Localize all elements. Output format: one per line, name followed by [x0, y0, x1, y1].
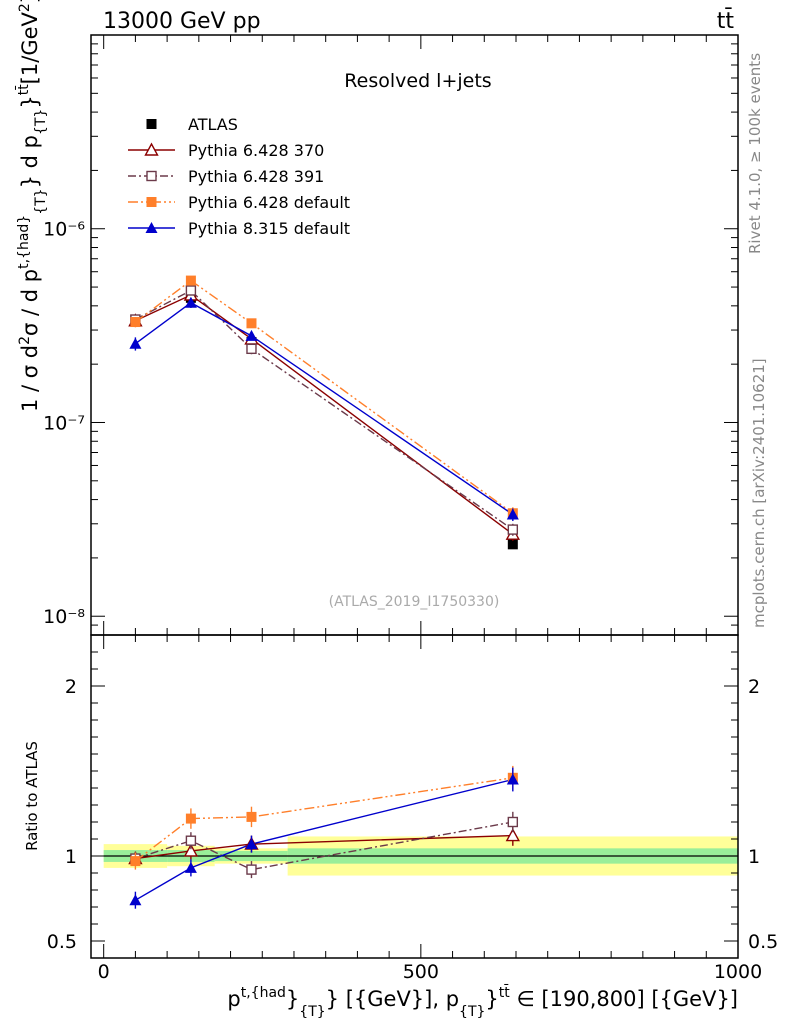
header-right: tt̄	[717, 8, 735, 34]
legend-label: Pythia 6.428 370	[188, 141, 324, 160]
ratio-point	[245, 838, 258, 850]
legend-marker	[146, 197, 157, 207]
y-tick-label: 10⁻⁷	[43, 412, 85, 434]
ratio-panel: 0.5 0.5 1 1 2 2 0 500 1000	[47, 634, 778, 983]
ratio-y-tick-label-right: 2	[748, 676, 760, 698]
legend-marker	[146, 170, 157, 182]
legend-label: Pythia 6.428 default	[188, 193, 350, 212]
ratio-point	[183, 843, 199, 857]
legend-marker	[145, 222, 158, 233]
ratio-y-tick-label: 2	[65, 676, 77, 698]
ratio-point	[185, 835, 197, 846]
ratio-y-tick-label: 0.5	[47, 931, 77, 953]
analysis-watermark: (ATLAS_2019_I1750330)	[329, 594, 500, 610]
data-point	[185, 275, 196, 286]
x-tick-label: 0	[98, 961, 110, 983]
ratio-y-tick-label: 1	[65, 846, 77, 868]
mcplots-label: mcplots.cern.ch [arXiv:2401.10621]	[750, 358, 768, 628]
series-line	[135, 289, 514, 531]
series-line	[135, 294, 514, 535]
ratio-point	[506, 773, 519, 785]
main-title: Resolved l+jets	[344, 70, 491, 92]
data-point	[507, 524, 519, 535]
main-ylabel: 1 / σ d2σ / d pt,{had}{T}} d p{T}}tt̄[1/…	[14, 0, 49, 412]
legend-label: ATLAS	[188, 115, 238, 134]
legend-marker	[146, 119, 157, 129]
rivet-label: Rivet 4.1.0, ≥ 100k events	[746, 53, 764, 254]
ratio-y-tick-label-right: 0.5	[748, 931, 778, 953]
data-point	[506, 508, 519, 520]
ratio-point	[505, 828, 520, 842]
x-tick-label: 1000	[714, 961, 762, 983]
main-panel: Resolved l+jets (ATLAS_2019_I1750330) 10…	[43, 34, 739, 636]
y-tick-label: 10⁻⁸	[43, 606, 85, 628]
header-left: 13000 GeV pp	[103, 9, 261, 34]
ratio-point	[246, 811, 257, 822]
y-tick-label: 10⁻⁶	[43, 219, 85, 241]
data-point	[129, 337, 142, 349]
legend-marker	[144, 142, 159, 156]
legend-label: Pythia 6.428 391	[188, 167, 324, 186]
ratio-y-tick-label-right: 1	[748, 846, 760, 868]
data-point	[185, 285, 197, 296]
data-point	[246, 343, 257, 355]
ratio-point	[507, 816, 519, 828]
data-point	[507, 539, 518, 550]
ratio-point	[130, 856, 141, 867]
ratio-ylabel: Ratio to ATLAS	[23, 741, 41, 851]
ratio-series-line	[135, 821, 513, 871]
ratio-series-line	[135, 778, 513, 901]
series-line	[134, 301, 514, 516]
ratio-point	[129, 894, 142, 906]
ratio-series-line	[134, 777, 513, 862]
data-point	[130, 317, 141, 328]
ratio-frame	[90, 634, 739, 959]
ratio-series-line	[135, 834, 513, 860]
series-line	[134, 279, 514, 514]
x-tick-label: 500	[403, 961, 439, 983]
data-point	[245, 329, 258, 341]
ratio-point	[185, 813, 196, 824]
ratio-point	[184, 861, 197, 873]
data-point	[246, 318, 257, 329]
data-point	[184, 296, 197, 308]
legend-label: Pythia 8.315 default	[188, 219, 350, 238]
x-axis-label: pt,{had}{T}} [{GeV}], p{T}}tt̄ ∈ [190,80…	[227, 983, 738, 1020]
ratio-point	[246, 864, 257, 875]
